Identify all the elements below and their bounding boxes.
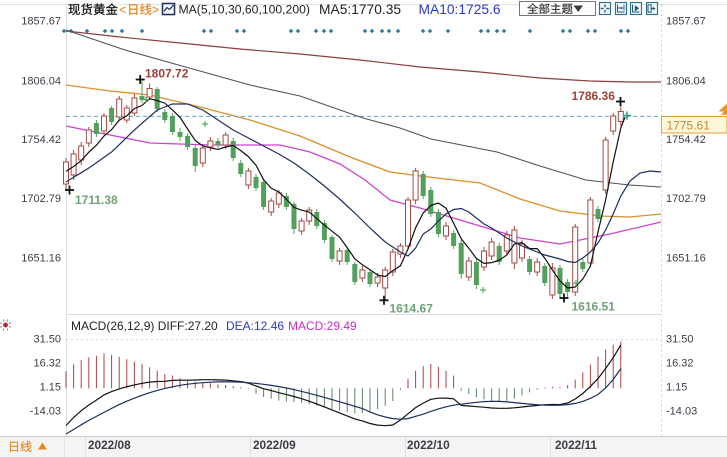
svg-text:2022/08: 2022/08 bbox=[88, 438, 131, 452]
svg-text:2022/09: 2022/09 bbox=[253, 438, 296, 452]
svg-text:16.32: 16.32 bbox=[33, 357, 61, 369]
svg-text:1616.51: 1616.51 bbox=[572, 300, 616, 314]
svg-text:1.15: 1.15 bbox=[666, 382, 687, 394]
svg-text:<: < bbox=[119, 3, 126, 17]
svg-text:1857.67: 1857.67 bbox=[21, 16, 61, 28]
svg-text:16.32: 16.32 bbox=[666, 357, 694, 369]
svg-text:1651.16: 1651.16 bbox=[21, 253, 61, 265]
svg-text:1806.04: 1806.04 bbox=[21, 76, 61, 88]
svg-text:1702.79: 1702.79 bbox=[21, 193, 61, 205]
svg-text:-14.03: -14.03 bbox=[666, 406, 697, 418]
svg-text:-14.03: -14.03 bbox=[30, 406, 61, 418]
svg-text:MACD(26,12,9) DIFF:27.20: MACD(26,12,9) DIFF:27.20 bbox=[71, 319, 218, 333]
svg-text:1754.42: 1754.42 bbox=[21, 134, 61, 146]
svg-text:31.50: 31.50 bbox=[33, 333, 61, 345]
svg-text:1614.67: 1614.67 bbox=[390, 302, 434, 316]
svg-text:1711.38: 1711.38 bbox=[75, 193, 118, 207]
svg-text:2022/11: 2022/11 bbox=[555, 438, 597, 452]
svg-text:1702.79: 1702.79 bbox=[666, 193, 706, 205]
svg-text:DEA:12.46: DEA:12.46 bbox=[226, 319, 284, 333]
svg-text:1651.16: 1651.16 bbox=[666, 253, 706, 265]
svg-text:2022/10: 2022/10 bbox=[407, 438, 450, 452]
svg-text:1754.42: 1754.42 bbox=[666, 134, 706, 146]
svg-text:MACD:29.49: MACD:29.49 bbox=[288, 319, 357, 333]
svg-text:>: > bbox=[152, 3, 159, 17]
svg-text:1807.72: 1807.72 bbox=[145, 67, 189, 81]
svg-text:1775.61: 1775.61 bbox=[667, 119, 711, 133]
svg-text:31.50: 31.50 bbox=[666, 333, 694, 345]
svg-text:MA(5,10,30,60,100,200): MA(5,10,30,60,100,200) bbox=[179, 3, 310, 17]
svg-text:MA5:1770.35: MA5:1770.35 bbox=[319, 2, 401, 17]
svg-text:1806.04: 1806.04 bbox=[666, 76, 706, 88]
svg-text:1786.36: 1786.36 bbox=[572, 89, 616, 103]
svg-text:MA10:1725.6: MA10:1725.6 bbox=[419, 2, 501, 17]
svg-text:1857.67: 1857.67 bbox=[666, 16, 706, 28]
svg-text:1.15: 1.15 bbox=[40, 382, 61, 394]
